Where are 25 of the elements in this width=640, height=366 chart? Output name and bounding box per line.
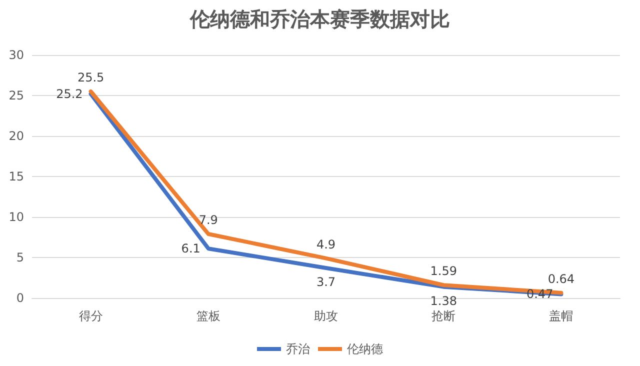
data-label: 1.38: [430, 294, 457, 308]
y-tick-label: 0: [16, 291, 24, 305]
legend-label: 伦纳德: [347, 342, 383, 356]
legend-label: 乔治: [286, 342, 310, 356]
x-tick-label: 篮板: [196, 309, 220, 323]
y-tick-label: 25: [8, 88, 24, 102]
y-tick-label: 30: [8, 48, 24, 62]
x-tick-label: 助攻: [314, 309, 338, 323]
data-label: 0.47: [526, 287, 554, 302]
y-tick-label: 15: [8, 170, 24, 184]
data-label: 1.59: [430, 264, 457, 278]
y-tick-label: 20: [8, 129, 24, 143]
data-label: 6.1: [181, 242, 200, 256]
data-label: 3.7: [316, 275, 336, 290]
y-tick-label: 5: [16, 250, 24, 264]
x-tick-label: 得分: [78, 309, 103, 323]
chart-title: 伦纳德和乔治本赛季数据对比: [189, 7, 450, 31]
x-tick-label: 盖帽: [549, 309, 574, 323]
data-label: 25.2: [56, 86, 83, 101]
y-tick-label: 10: [8, 210, 24, 224]
x-tick-label: 抢断: [432, 309, 456, 323]
data-label: 0.64: [548, 272, 575, 286]
data-label: 7.9: [198, 213, 218, 228]
data-label: 25.5: [77, 70, 104, 84]
data-label: 4.9: [316, 237, 336, 252]
